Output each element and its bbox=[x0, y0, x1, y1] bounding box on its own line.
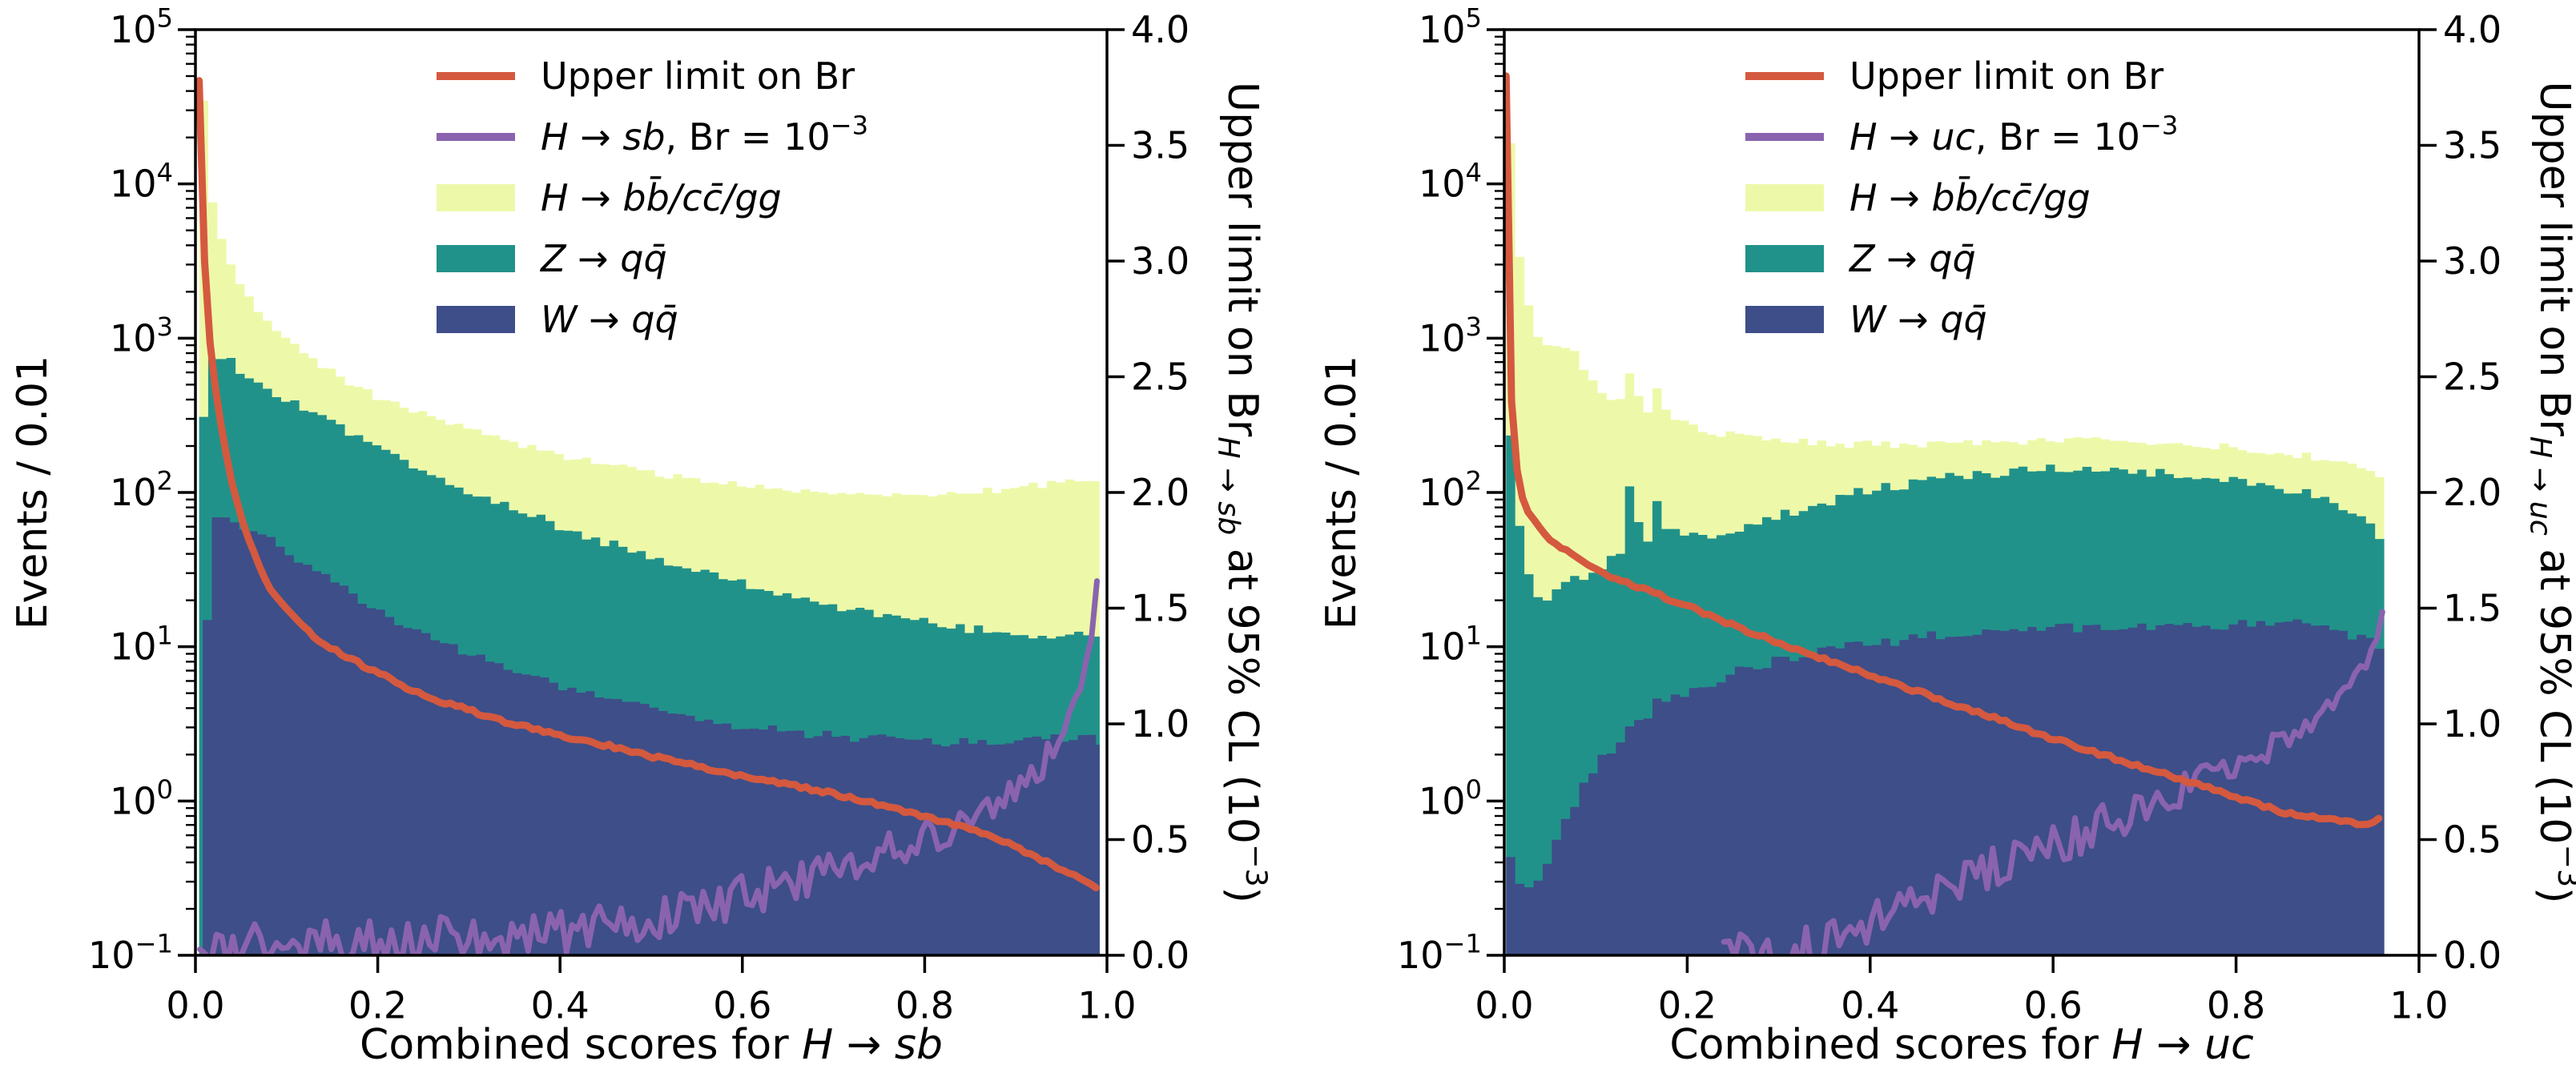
legend-label: Z → qq̄ bbox=[539, 237, 667, 280]
legend-label: H → sb, Br = 10−3 bbox=[541, 111, 868, 159]
y-left-tick-label: 103 bbox=[1419, 311, 1482, 360]
x-tick-label: 0.0 bbox=[1475, 984, 1533, 1027]
y-right-tick-label: 1.0 bbox=[2443, 702, 2502, 745]
legend-label: W → qq̄ bbox=[1849, 298, 1987, 341]
w-qq-area bbox=[1506, 619, 2385, 955]
legend-entry: W → qq̄ bbox=[1745, 298, 1987, 341]
y-left-tick-label: 100 bbox=[1419, 774, 1482, 822]
y-right-tick-label: 1.5 bbox=[1131, 587, 1189, 630]
legend-entry: H → bb̄/cc̄/gg bbox=[437, 176, 782, 219]
plot-area bbox=[1504, 72, 2385, 955]
axes: 0.0 0.2 0.4 0.6 0.8 1.0 105 104 103 102 101 100 10−1… bbox=[88, 3, 1189, 1027]
legend-label: Upper limit on Br bbox=[541, 54, 855, 98]
legend-rect-swatch bbox=[1745, 306, 1824, 333]
y-right-tick-label: 3.0 bbox=[2443, 239, 2502, 283]
y-left-tick-label: 105 bbox=[110, 3, 173, 51]
legend-rect-swatch bbox=[437, 245, 515, 272]
y-left-tick-label: 105 bbox=[1419, 3, 1482, 51]
y-right-tick-label: 0.0 bbox=[1131, 934, 1189, 977]
y-right-tick-label: 1.0 bbox=[1131, 702, 1189, 745]
legend-entry: W → qq̄ bbox=[437, 298, 678, 341]
legend-entry: Upper limit on Br bbox=[437, 54, 855, 98]
left-plot: 0.0 0.2 0.4 0.6 0.8 1.0 105 104 103 102 101 100 10−1… bbox=[9, 3, 1274, 1069]
y-left-tick-label: 102 bbox=[1419, 466, 1482, 514]
legend-label: H → bb̄/cc̄/gg bbox=[541, 176, 782, 219]
y-right-axis-label: Upper limit on BrH → sb at 95% CL (10−3) bbox=[1212, 82, 1274, 903]
x-axis-label: Combined scores for H → uc bbox=[1669, 1021, 2253, 1069]
y-right-tick-label: 2.0 bbox=[1131, 471, 1189, 514]
y-right-tick-label: 0.5 bbox=[1131, 818, 1189, 862]
x-tick-label: 1.0 bbox=[1077, 984, 1136, 1027]
legend-rect-swatch bbox=[1745, 245, 1824, 272]
legend-label: Upper limit on Br bbox=[1849, 54, 2163, 98]
y-right-tick-label: 1.5 bbox=[2443, 587, 2502, 630]
y-right-tick-label: 4.0 bbox=[2443, 8, 2502, 51]
x-tick-label: 0.0 bbox=[166, 984, 224, 1027]
x-tick-label: 0.6 bbox=[713, 984, 771, 1027]
legend: Upper limit on Br H → uc, Br = 10−3 H → bb… bbox=[1745, 54, 2178, 341]
y-right-tick-label: 4.0 bbox=[1131, 8, 1189, 51]
legend-rect-swatch bbox=[1745, 184, 1824, 211]
x-axis-label: Combined scores for H → sb bbox=[360, 1021, 943, 1069]
legend-entry: H → bb̄/cc̄/gg bbox=[1745, 176, 2091, 219]
plot-area bbox=[195, 77, 1100, 955]
x-tick-label: 1.0 bbox=[2389, 984, 2448, 1027]
y-left-tick-label: 104 bbox=[110, 157, 173, 205]
y-right-axis-label: Upper limit on BrH → uc at 95% CL (10−3) bbox=[2524, 82, 2576, 904]
y-right-tick-label: 0.5 bbox=[2443, 818, 2502, 862]
legend-entry: H → uc, Br = 10−3 bbox=[1745, 111, 2178, 159]
y-left-tick-label: 101 bbox=[110, 620, 173, 668]
x-tick-label: 0.2 bbox=[1658, 984, 1717, 1027]
legend-entry: H → sb, Br = 10−3 bbox=[437, 111, 868, 159]
upper-limit-huc-line bbox=[1504, 72, 2383, 829]
upper-limit-hsb-line bbox=[195, 77, 1100, 892]
right-plot: 0.0 0.2 0.4 0.6 0.8 1.0 105 104 103 102 101 100 10−1… bbox=[1318, 3, 2576, 1069]
signal-hsb-line bbox=[197, 578, 1100, 955]
y-right-tick-label: 2.5 bbox=[2443, 356, 2502, 399]
y-right-tick-label: 2.0 bbox=[2443, 471, 2502, 514]
legend-label: W → qq̄ bbox=[541, 298, 678, 341]
y-right-tick-label: 3.0 bbox=[1131, 239, 1189, 283]
w-qq-area bbox=[203, 517, 1100, 955]
legend: Upper limit on Br H → sb, Br = 10−3 H → bb… bbox=[437, 54, 868, 341]
x-tick-label: 0.8 bbox=[896, 984, 954, 1027]
y-left-tick-label: 104 bbox=[1419, 157, 1482, 205]
y-left-tick-label: 10−1 bbox=[1397, 929, 1482, 977]
y-right-tick-label: 3.5 bbox=[2443, 124, 2502, 167]
x-tick-label: 0.4 bbox=[531, 984, 590, 1027]
y-right-tick-label: 3.5 bbox=[1131, 124, 1189, 167]
x-tick-label: 0.8 bbox=[2207, 984, 2265, 1027]
y-left-tick-label: 100 bbox=[110, 774, 173, 822]
y-left-axis-label: Events / 0.01 bbox=[1318, 356, 1366, 629]
y-right-tick-label: 2.5 bbox=[1131, 356, 1189, 399]
y-left-tick-label: 102 bbox=[110, 466, 173, 514]
x-tick-label: 0.2 bbox=[348, 984, 407, 1027]
y-left-tick-label: 101 bbox=[1419, 620, 1482, 668]
legend-rect-swatch bbox=[437, 306, 515, 333]
x-tick-label: 0.4 bbox=[1841, 984, 1899, 1027]
x-tick-label: 0.6 bbox=[2024, 984, 2083, 1027]
legend-label: H → uc, Br = 10−3 bbox=[1849, 111, 2178, 159]
y-left-tick-label: 10−1 bbox=[88, 929, 173, 977]
y-right-tick-label: 0.0 bbox=[2443, 934, 2502, 977]
y-left-axis-label: Events / 0.01 bbox=[9, 356, 57, 629]
signal-huc-line bbox=[1721, 609, 2385, 955]
axes: 0.0 0.2 0.4 0.6 0.8 1.0 105 104 103 102 101 100 10−1… bbox=[1397, 3, 2502, 1027]
legend-label: Z → qq̄ bbox=[1848, 237, 1976, 280]
legend-entry: Z → qq̄ bbox=[437, 237, 667, 280]
legend-entry: Z → qq̄ bbox=[1745, 237, 1976, 280]
legend-rect-swatch bbox=[437, 184, 515, 211]
legend-label: H → bb̄/cc̄/gg bbox=[1849, 176, 2091, 219]
y-left-tick-label: 103 bbox=[110, 311, 173, 360]
legend-entry: Upper limit on Br bbox=[1745, 54, 2163, 98]
